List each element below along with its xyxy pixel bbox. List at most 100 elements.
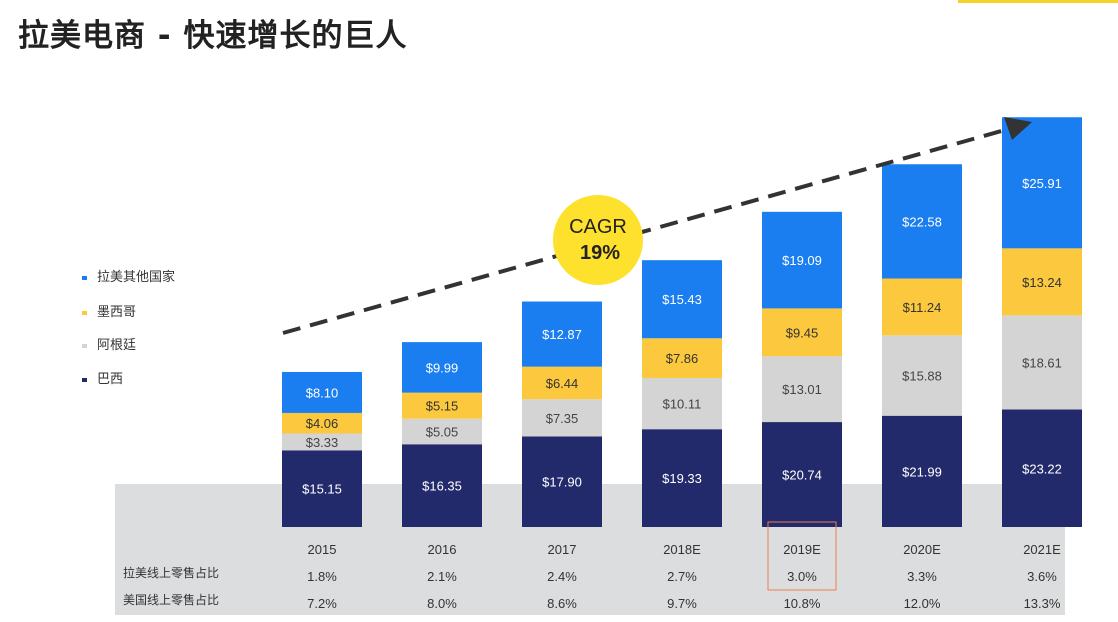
x-tick-label: 2015 <box>308 542 337 557</box>
legend-swatch <box>82 275 87 280</box>
bar-segment <box>1002 117 1082 249</box>
bar-segment <box>282 433 362 451</box>
bar-segment <box>762 308 842 357</box>
legend-swatch <box>82 377 87 382</box>
bar-segment <box>882 164 962 279</box>
x-tick-label: 2021E <box>1023 542 1061 557</box>
bar-segment <box>642 260 722 339</box>
bar-data-label: $5.05 <box>426 424 459 439</box>
bar-segment <box>882 335 962 416</box>
bar-data-label: $7.86 <box>666 351 699 366</box>
bar-data-label: $19.09 <box>782 253 822 268</box>
bar-data-label: $20.74 <box>782 468 822 483</box>
legend-item-brazil: 巴西 <box>82 368 123 387</box>
bar-segment <box>882 278 962 336</box>
bar-data-label: $22.58 <box>902 214 942 229</box>
table-row-label: 拉美线上零售占比 <box>123 565 219 580</box>
cagr-label: CAGR <box>569 216 627 238</box>
bar-data-label: $5.15 <box>426 399 459 414</box>
legend-label: 巴西 <box>97 372 124 387</box>
cagr-badge <box>553 195 643 285</box>
bar-data-label: $13.24 <box>1022 275 1062 290</box>
x-tick-label: 2020E <box>903 542 941 557</box>
bar-data-label: $10.11 <box>663 397 702 412</box>
bar-segment <box>282 450 362 527</box>
bar-segment <box>282 412 362 434</box>
table-row-label: 美国线上零售占比 <box>123 592 219 607</box>
table-cell: 3.3% <box>907 569 937 584</box>
bar-segment <box>282 371 362 413</box>
table-cell: 8.6% <box>547 596 577 611</box>
trend-arrow-line <box>282 126 1013 335</box>
bar-segment <box>762 422 842 527</box>
legend-swatch <box>82 343 87 348</box>
bar-segment <box>522 436 602 527</box>
bar-segment <box>1002 248 1082 316</box>
top-accent-line <box>958 0 1118 3</box>
legend-item-mexico: 墨西哥 <box>82 301 136 320</box>
bar-data-label: $18.61 <box>1022 355 1062 370</box>
bar-data-label: $6.44 <box>546 376 579 391</box>
bar-data-label: $17.90 <box>542 475 582 490</box>
bar-segment <box>642 338 722 379</box>
trend-arrow-head <box>1004 117 1032 140</box>
bar-segment <box>402 342 482 393</box>
x-tick-label: 2019E <box>783 542 821 557</box>
table-cell: 13.3% <box>1024 596 1061 611</box>
bar-data-label: $11.24 <box>903 300 942 315</box>
x-tick-label: 2017 <box>548 542 577 557</box>
bar-data-label: $16.35 <box>422 479 462 494</box>
table-cell: 9.7% <box>667 596 697 611</box>
bar-segment <box>1002 409 1082 527</box>
bar-data-label: $7.35 <box>546 411 579 426</box>
bar-data-label: $12.87 <box>542 327 582 342</box>
table-cell: 12.0% <box>904 596 941 611</box>
bar-data-label: $19.33 <box>662 471 702 486</box>
x-tick-label: 2016 <box>428 542 457 557</box>
table-cell: 2.1% <box>427 569 457 584</box>
table-cell: 8.0% <box>427 596 457 611</box>
bar-data-label: $9.99 <box>426 360 459 375</box>
cagr-value: 19% <box>580 242 620 264</box>
bar-segment <box>762 356 842 423</box>
table-cell: 2.7% <box>667 569 697 584</box>
table-cell: 1.8% <box>307 569 337 584</box>
table-cell: 3.6% <box>1027 569 1057 584</box>
page-title: 拉美电商 - 快速增长的巨人 <box>18 18 408 54</box>
highlight-box <box>767 521 837 591</box>
bar-data-label: $8.10 <box>306 385 339 400</box>
bar-segment <box>1002 315 1082 410</box>
legend-item-other: 拉美其他国家 <box>82 266 175 285</box>
bar-segment <box>522 366 602 400</box>
bar-data-label: $3.33 <box>306 435 339 450</box>
legend-label: 阿根廷 <box>97 338 137 353</box>
bar-segment <box>882 415 962 527</box>
bar-data-label: $15.15 <box>302 482 342 497</box>
table-cell: 7.2% <box>307 596 337 611</box>
bar-data-label: $25.91 <box>1022 176 1062 191</box>
bar-segment <box>762 211 842 309</box>
table-cell: 2.4% <box>547 569 577 584</box>
legend-label: 拉美其他国家 <box>97 270 176 285</box>
table-cell: 3.0% <box>787 569 817 584</box>
bar-data-label: $4.06 <box>306 416 339 431</box>
bar-data-label: $23.22 <box>1022 461 1062 476</box>
bar-segment <box>642 378 722 430</box>
bar-segment <box>522 399 602 437</box>
bar-segment <box>402 444 482 527</box>
bar-segment <box>402 418 482 445</box>
bar-data-label: $21.99 <box>902 464 942 479</box>
bar-data-label: $15.88 <box>902 369 942 384</box>
bar-data-label: $9.45 <box>786 325 819 340</box>
bar-segment <box>522 301 602 367</box>
bar-segment <box>642 429 722 527</box>
legend-item-argentina: 阿根廷 <box>82 334 136 353</box>
legend-label: 墨西哥 <box>97 305 137 320</box>
bar-data-label: $13.01 <box>782 382 822 397</box>
bar-segment <box>402 392 482 419</box>
legend-swatch <box>82 310 87 315</box>
table-cell: 10.8% <box>784 596 821 611</box>
bar-data-label: $15.43 <box>662 292 702 307</box>
x-tick-label: 2018E <box>663 542 701 557</box>
